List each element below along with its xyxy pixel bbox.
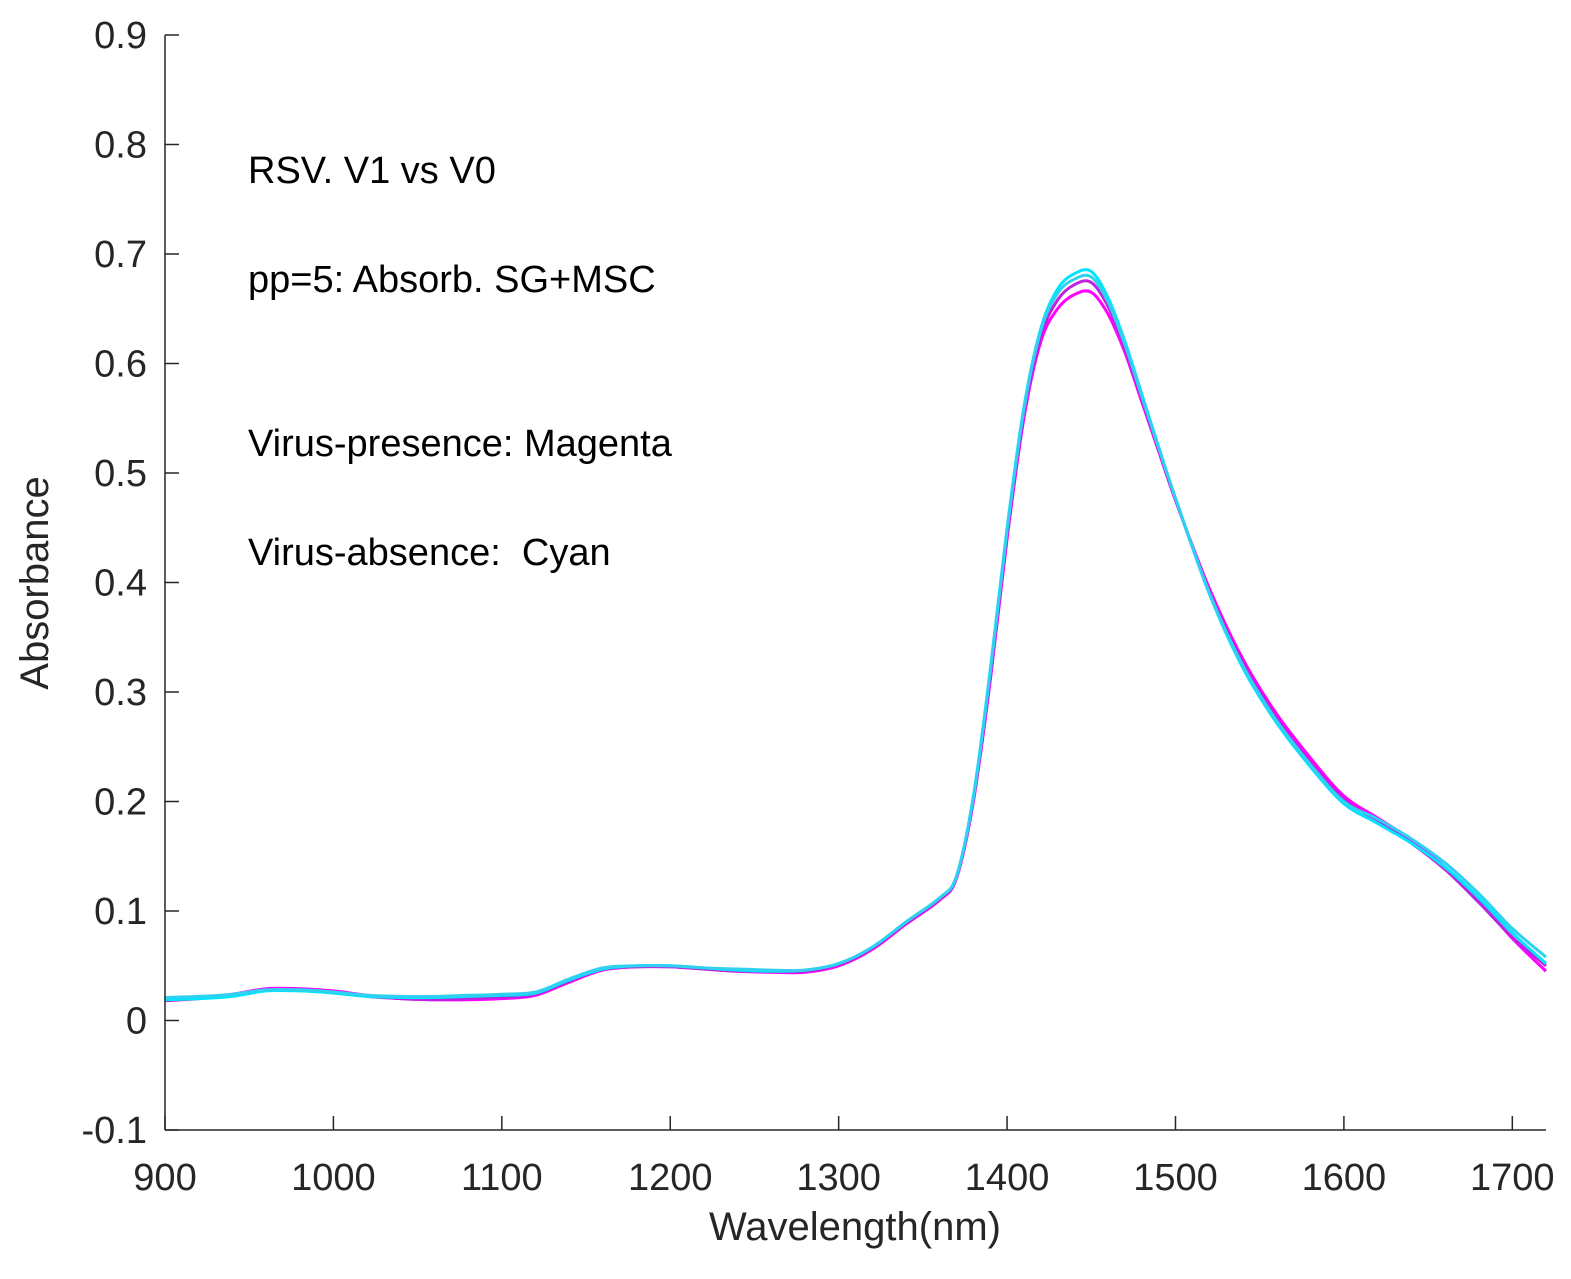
y-tick-label: -0.1	[82, 1110, 147, 1152]
annotation-virus-absence: Virus-absence: Cyan	[248, 532, 611, 574]
y-axis-label: Absorbance	[13, 476, 57, 689]
x-ticks: 900 1000 1100 1200 1300 1400 1500 1600 1700	[133, 1116, 1555, 1199]
x-axis-label: Wavelength(nm)	[709, 1205, 1001, 1249]
y-tick-label: 0.8	[94, 125, 147, 167]
series-line-1	[164, 289, 1548, 1002]
annotation-preprocessing: pp=5: Absorb. SG+MSC	[248, 259, 656, 301]
x-tick-label: 1000	[291, 1157, 376, 1199]
x-tick-label: 1700	[1470, 1157, 1555, 1199]
x-tick-label: 1400	[965, 1157, 1050, 1199]
series-layer	[164, 268, 1548, 1003]
y-tick-label: 0.3	[94, 672, 147, 714]
annotation-title: RSV. V1 vs V0	[248, 150, 496, 192]
x-tick-label: 1500	[1133, 1157, 1218, 1199]
y-tick-label: 0.4	[94, 563, 147, 605]
x-tick-label: 1300	[796, 1157, 881, 1199]
annotation-virus-presence: Virus-presence: Magenta	[248, 423, 673, 465]
series-line-3	[164, 268, 1548, 1002]
y-tick-label: 0.1	[94, 891, 147, 933]
y-tick-label: 0.5	[94, 453, 147, 495]
axes	[164, 35, 1546, 1131]
y-tick-label: 0.2	[94, 782, 147, 824]
y-tick-label: 0	[126, 1001, 147, 1043]
series-line-2	[164, 279, 1547, 1003]
y-tick-label: 0.9	[94, 15, 147, 57]
x-tick-label: 1600	[1302, 1157, 1387, 1199]
x-tick-label: 1200	[628, 1157, 713, 1199]
x-tick-label: 1100	[461, 1157, 543, 1199]
series-line-4	[164, 273, 1547, 999]
y-ticks: -0.1 0 0.1 0.2 0.3 0.4 0.5 0.6 0.7 0.8 0.9	[82, 15, 179, 1152]
y-tick-label: 0.7	[94, 234, 147, 276]
x-tick-label: 900	[133, 1157, 196, 1199]
y-tick-label: 0.6	[94, 344, 147, 386]
